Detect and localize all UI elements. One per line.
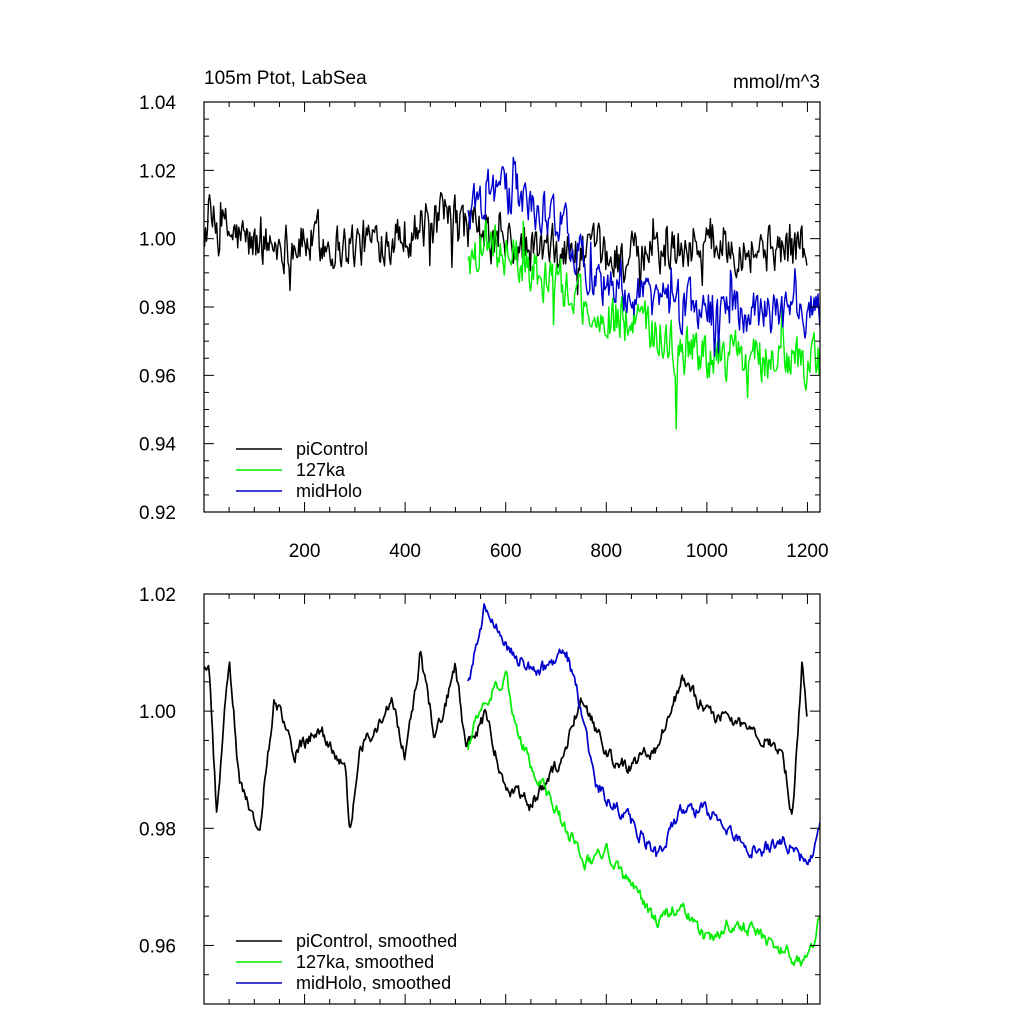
- top-y-tick-label: 0.98: [139, 298, 176, 319]
- top-x-tick-label: 800: [590, 541, 622, 562]
- bottom-series-line-picontrol-smoothed: [204, 650, 808, 832]
- top-y-tick-label: 0.92: [139, 503, 176, 524]
- top-x-tick-label: 200: [289, 541, 321, 562]
- top-x-tick-label: 400: [389, 541, 421, 562]
- bottom-y-tick-label: 0.96: [139, 936, 176, 957]
- bottom-series-line-midholo-smoothed: [467, 603, 820, 866]
- top-panel: 105m Ptot, LabSea mmol/m^3 200 400 600 800 1…: [139, 68, 829, 562]
- top-x-tick-label: 1000: [686, 541, 728, 562]
- bottom-y-tick-label: 1.00: [139, 702, 176, 723]
- bottom-legend-label: midHolo, smoothed: [296, 973, 451, 993]
- bottom-series-line-127ka-smoothed: [467, 670, 820, 967]
- top-panel-units: mmol/m^3: [733, 72, 820, 93]
- bottom-legend-label: piControl, smoothed: [296, 931, 457, 951]
- top-panel-title: 105m Ptot, LabSea: [204, 68, 367, 89]
- top-y-tick-label: 0.94: [139, 435, 176, 456]
- bottom-y-tick-label: 1.02: [139, 585, 176, 606]
- top-x-tick-label: 1200: [786, 541, 828, 562]
- top-x-tick-label: 600: [490, 541, 522, 562]
- top-series-group: [204, 156, 820, 430]
- top-y-tick-label: 0.96: [139, 366, 176, 387]
- top-y-tick-label: 1.00: [139, 230, 176, 251]
- top-legend-label: midHolo: [296, 481, 362, 501]
- top-y-tick-label: 1.04: [139, 93, 176, 114]
- bottom-legend-label: 127ka, smoothed: [296, 952, 434, 972]
- top-legend-label: piControl: [296, 439, 368, 459]
- top-y-tick-label: 1.02: [139, 161, 176, 182]
- bottom-panel: 0.96 0.98 1.00 1.02 piControl, smoothed127ka…: [139, 585, 821, 1005]
- bottom-y-tick-label: 0.98: [139, 819, 176, 840]
- top-series-line-midholo: [467, 156, 820, 357]
- top-legend-label: 127ka: [296, 460, 346, 480]
- bottom-series-group: [204, 603, 820, 967]
- top-series-line-127ka: [467, 219, 820, 430]
